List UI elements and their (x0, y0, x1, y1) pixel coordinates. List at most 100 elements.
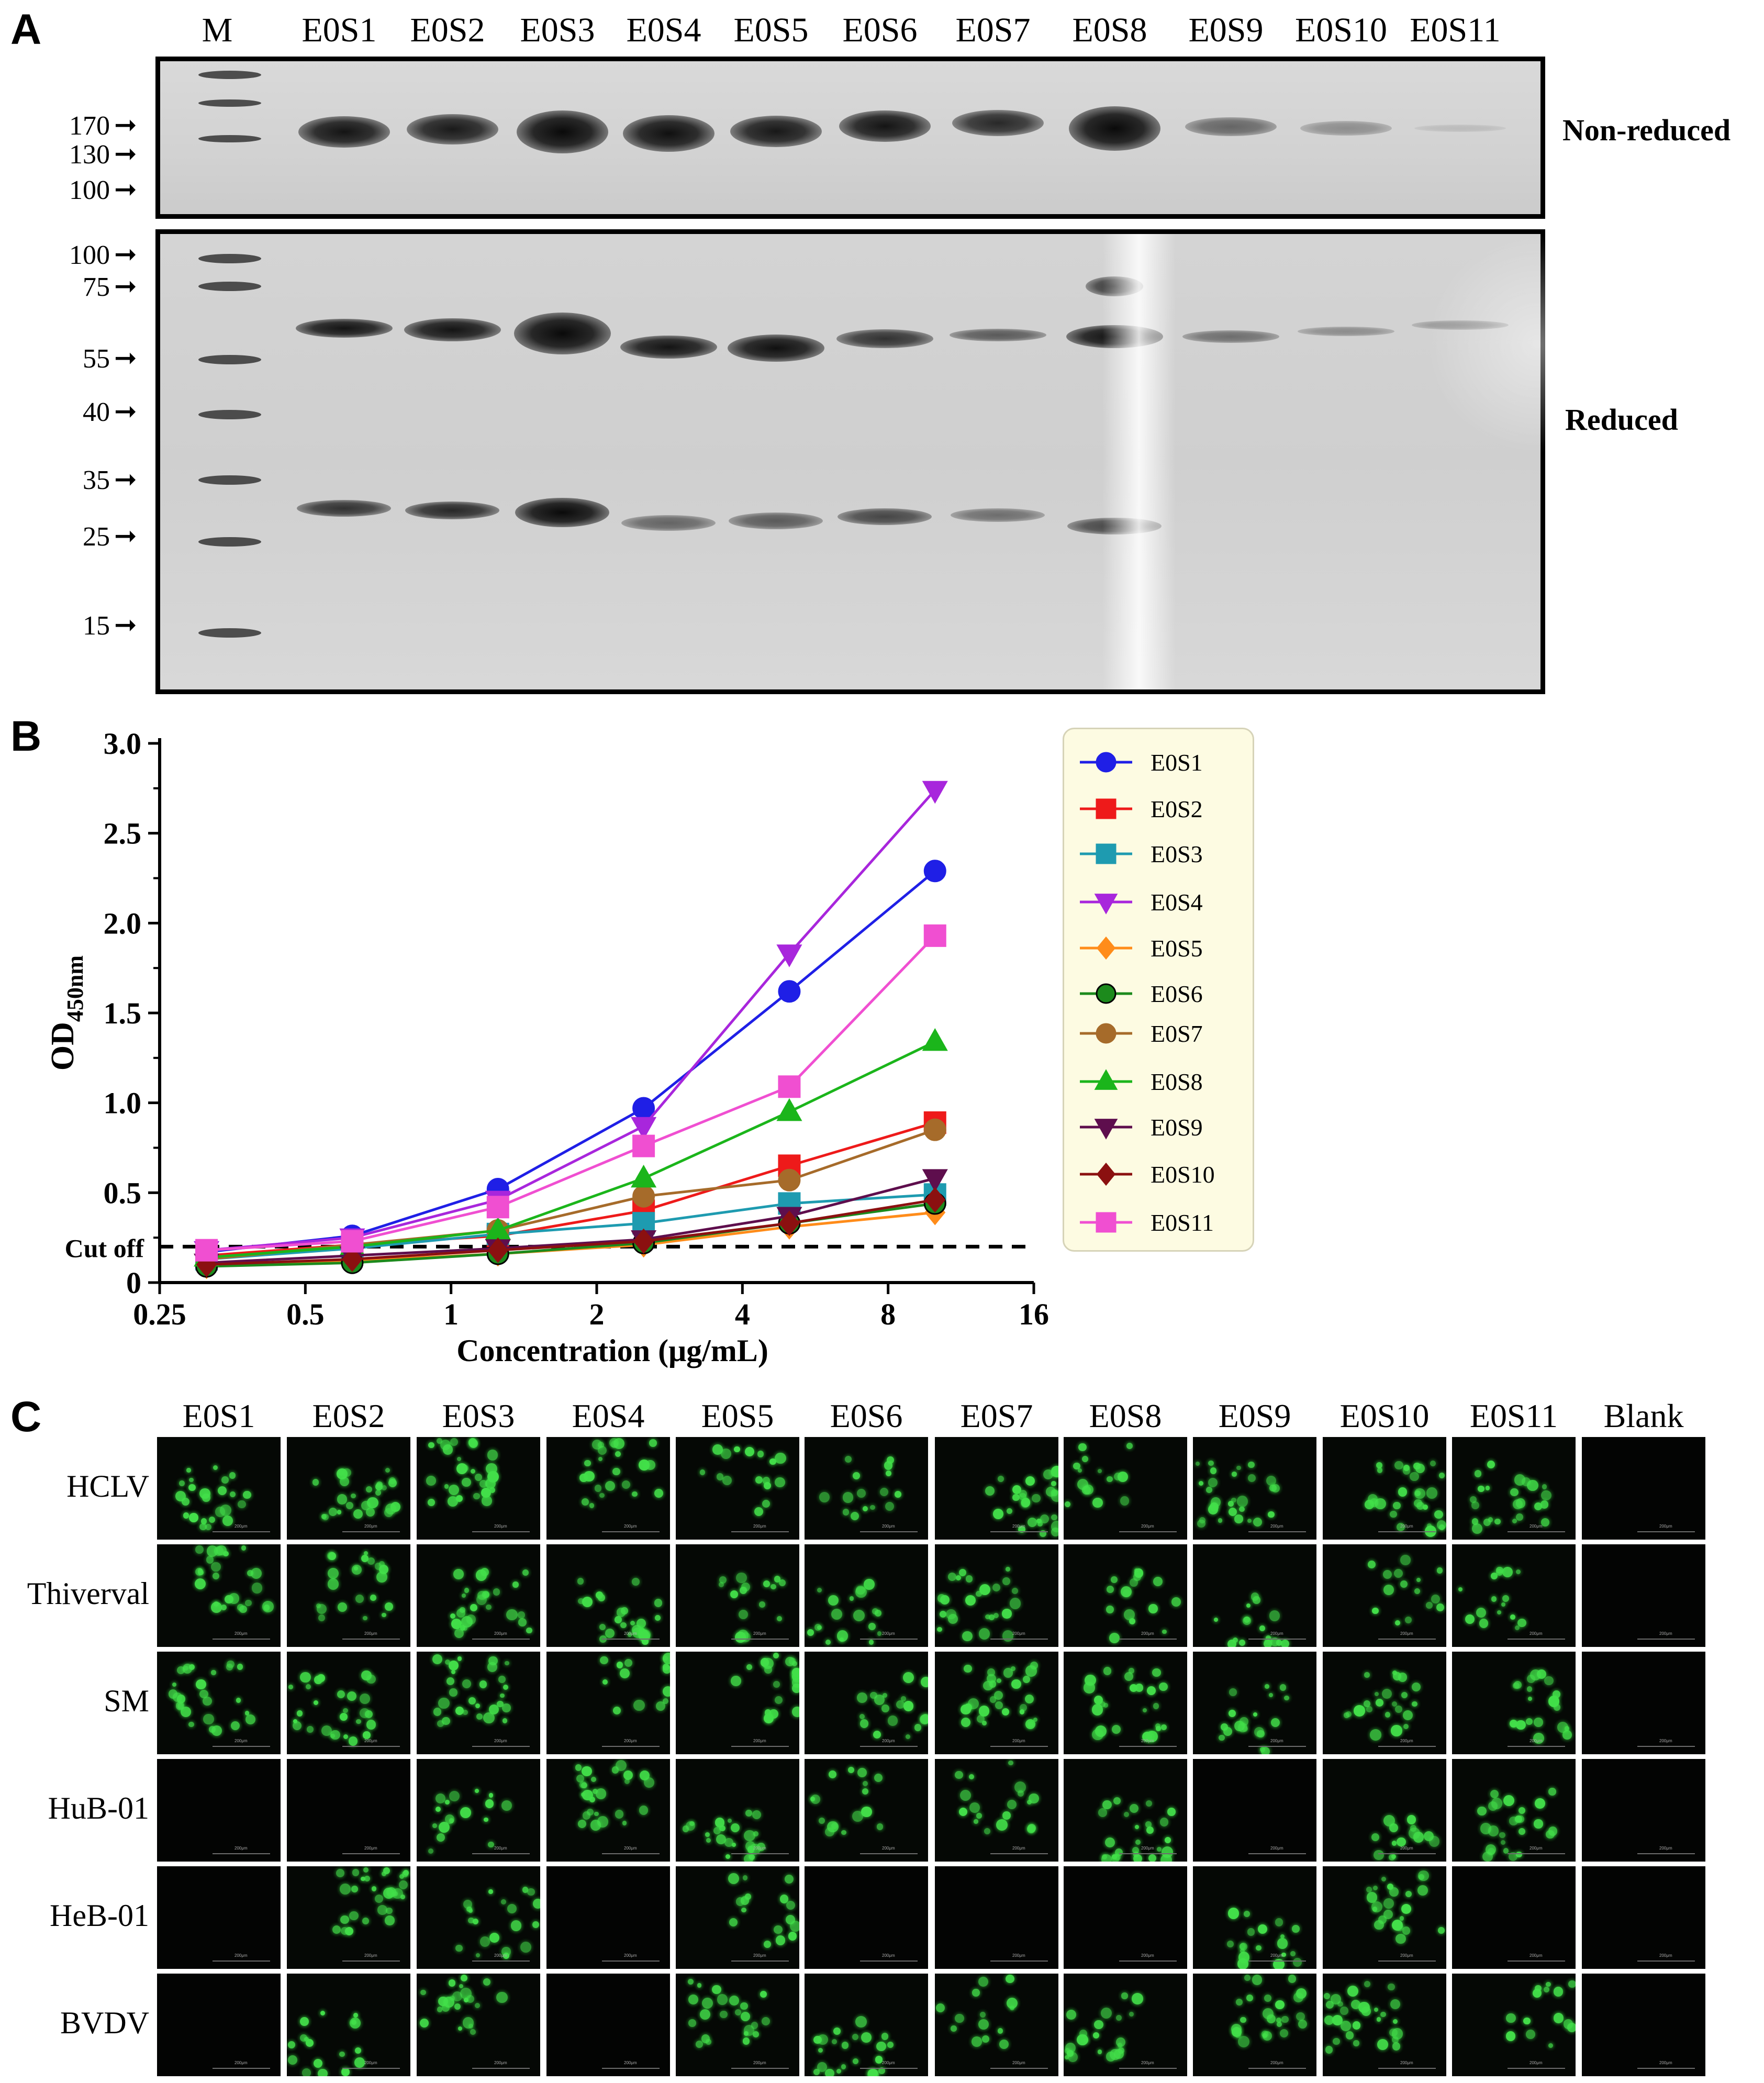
scale-bar (860, 2068, 918, 2069)
fluorescent-cell (1014, 1781, 1026, 1794)
fluorescent-cell (619, 1668, 630, 1679)
fluorescent-cell (213, 1601, 219, 1607)
fluorescent-cell (1253, 1596, 1260, 1604)
fluorescent-cell (370, 1595, 376, 1601)
fluorescent-cell (385, 1503, 396, 1515)
fluorescent-cell (761, 1658, 769, 1667)
scale-bar (1119, 1531, 1177, 1532)
fluorescent-cell (479, 1936, 490, 1947)
scale-bar-label: 200μm (1400, 2060, 1413, 2065)
fluorescent-cell (615, 1451, 621, 1457)
scale-bar (472, 1853, 530, 1854)
fluorescent-cell (222, 1515, 233, 1526)
data-point (631, 1164, 657, 1188)
fluorescent-cell (620, 1622, 627, 1629)
fluorescent-cell (1490, 1573, 1498, 1580)
fluorescent-cell (786, 1900, 796, 1910)
data-point (1096, 1023, 1117, 1044)
scale-bar (1637, 1746, 1695, 1747)
fluorescent-cell (1324, 1992, 1330, 1999)
lane-label: E0S6 (842, 11, 918, 49)
gel-band (952, 110, 1044, 136)
fluorescent-cell (1391, 2036, 1399, 2044)
ladder-band (198, 135, 261, 142)
scale-bar (342, 1746, 400, 1747)
scale-bar-label: 200μm (1270, 2060, 1283, 2065)
fluorescent-cell (882, 1693, 887, 1698)
scale-bar (1119, 1961, 1177, 1962)
fluorescent-cell (474, 1473, 482, 1481)
fluorescent-cell (1499, 1832, 1505, 1839)
if-image-tile: 200μm (1582, 1866, 1705, 1969)
fluorescent-cell (997, 1476, 1004, 1483)
fluorescent-cell (1517, 1618, 1526, 1628)
data-point (195, 1239, 218, 1262)
fluorescent-cell (297, 1710, 303, 1717)
fluorescent-cell (1510, 1614, 1515, 1620)
fluorescent-cell (1196, 1462, 1200, 1466)
fluorescent-cell (353, 1509, 363, 1519)
fluorescent-cell (374, 1895, 383, 1903)
fluorescent-cell (312, 1479, 319, 1486)
fluorescent-cell (742, 1875, 748, 1881)
fluorescent-cell (1376, 2017, 1381, 2022)
fluorescent-cell (194, 1578, 206, 1589)
fluorescent-cell (1515, 1569, 1521, 1575)
gel-band (727, 335, 824, 362)
fluorescent-cell (503, 1952, 509, 1959)
fluorescent-cell (1276, 2022, 1282, 2028)
scale-bar-label: 200μm (882, 2060, 895, 2065)
scale-bar (213, 1853, 270, 1854)
fluorescent-cell (1235, 1998, 1243, 2006)
fluorescent-cell (875, 2056, 883, 2064)
fluorescent-cell (1364, 1980, 1371, 1987)
scale-bar-label: 200μm (753, 2060, 766, 2065)
fluorescent-cell (1247, 1518, 1252, 1523)
fluorescent-cell (225, 1595, 233, 1604)
fluorescent-cell (598, 1456, 603, 1461)
fluorescent-cell (859, 1719, 869, 1729)
fluorescent-cell (1159, 1682, 1168, 1691)
mw-arrow: ➞ (114, 272, 137, 302)
fluorescent-cell (1383, 1909, 1393, 1919)
fluorescent-cell (663, 1663, 670, 1671)
fluorescent-cell (449, 1791, 460, 1802)
fluorescent-cell (351, 1886, 358, 1892)
fluorescent-cell (1164, 1837, 1171, 1844)
scale-bar (731, 1853, 789, 1854)
fluorescent-cell (493, 1588, 500, 1596)
fluorescent-cell (1501, 1840, 1506, 1845)
fluorescent-cell (1159, 1818, 1169, 1826)
if-column-label: E0S9 (1218, 1397, 1291, 1434)
if-image-tile: 200μm (1064, 1437, 1187, 1540)
scale-bar-label: 200μm (753, 1953, 766, 1958)
fluorescent-cell (1377, 1467, 1383, 1473)
fluorescent-cell (237, 1664, 243, 1670)
fluorescent-cell (292, 1721, 302, 1731)
fluorescent-cell (188, 1721, 194, 1728)
fluorescent-cell (645, 1460, 655, 1470)
fluorescent-cell (853, 2058, 859, 2064)
fluorescent-cell (1240, 2017, 1246, 2023)
fluorescent-cell (856, 1489, 866, 1498)
fluorescent-cell (1214, 1617, 1219, 1622)
fluorescent-cell (1226, 1940, 1234, 1947)
fluorescent-cell (211, 1562, 221, 1572)
fluorescent-cell (862, 1506, 868, 1512)
fluorescent-cell (1402, 1467, 1411, 1475)
fluorescent-cell (446, 1677, 455, 1685)
lane-label: E0S4 (626, 11, 701, 49)
mw-arrow: ➞ (114, 240, 137, 270)
scale-bar (1119, 1853, 1177, 1854)
fluorescent-cell (1011, 1679, 1021, 1689)
scale-bar (472, 1746, 530, 1747)
fluorescent-cell (448, 1979, 456, 1987)
fluorescent-cell (1380, 2011, 1386, 2018)
mw-label: 55 (83, 344, 110, 374)
fluorescent-cell (461, 1593, 466, 1598)
if-row-label: HeB-01 (50, 1898, 149, 1933)
fluorescent-cell (1161, 1724, 1167, 1730)
fluorescent-cell (433, 1708, 442, 1716)
gel-band (839, 110, 931, 142)
scale-bar-label: 200μm (1400, 1631, 1413, 1636)
